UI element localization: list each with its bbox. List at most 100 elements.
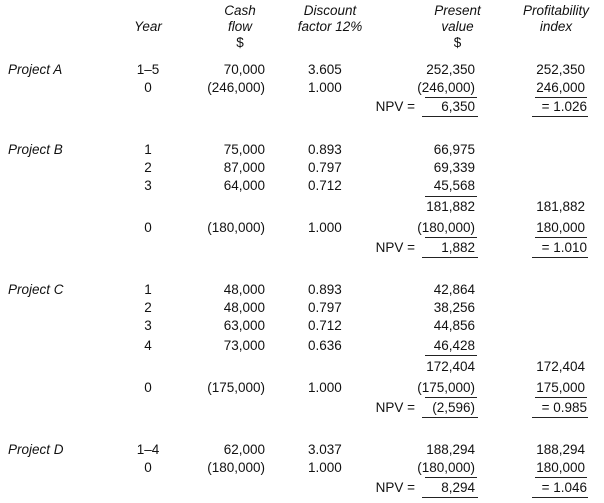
project-d-row1-cash-flow: 62,000 bbox=[223, 442, 265, 457]
project-d-row1-pi: 188,294 bbox=[536, 442, 585, 457]
project-c-name: Project C bbox=[8, 282, 64, 297]
project-c-rows-underline bbox=[425, 355, 477, 356]
project-b-subtotal-pv: 181,882 bbox=[426, 199, 475, 214]
project-d-pv-underline bbox=[425, 477, 477, 478]
header-pv-line1: Present bbox=[434, 3, 481, 18]
project-c-pi-result-underline bbox=[532, 417, 588, 418]
header-discount-line2: factor 12% bbox=[297, 19, 363, 34]
project-b-row3-discount: 0.712 bbox=[308, 178, 342, 193]
project-c-row1-discount: 0.893 bbox=[308, 282, 342, 297]
header-pi-line1: Profitability bbox=[522, 3, 590, 18]
project-d-row2-year: 0 bbox=[144, 460, 152, 475]
project-a-name: Project A bbox=[8, 62, 63, 77]
project-a-pi-result-underline bbox=[532, 116, 588, 117]
project-c-row4-year: 4 bbox=[144, 338, 152, 353]
project-b-outlay-cash-flow: (180,000) bbox=[207, 220, 265, 235]
project-c-row4-cash-flow: 73,000 bbox=[223, 338, 265, 353]
project-b-row1-pv: 66,975 bbox=[433, 142, 475, 157]
header-discount-line1: Discount bbox=[303, 3, 357, 18]
project-c-row2-discount: 0.797 bbox=[308, 300, 342, 315]
project-b-row3-cash-flow: 64,000 bbox=[223, 178, 265, 193]
project-a-row1-year: 1–5 bbox=[136, 62, 160, 77]
project-a-row2-pv: (246,000) bbox=[417, 80, 475, 95]
project-a-row2-pi: 246,000 bbox=[536, 80, 585, 95]
project-c-row4-discount: 0.636 bbox=[308, 338, 342, 353]
project-b-outlay-pv: (180,000) bbox=[417, 220, 475, 235]
project-b-pi-result-underline bbox=[532, 257, 588, 258]
project-c-row4-pv: 46,428 bbox=[433, 338, 475, 353]
project-d-row2-cash-flow: (180,000) bbox=[207, 460, 265, 475]
project-b-pv-underline bbox=[425, 237, 477, 238]
project-b-row3-year: 3 bbox=[144, 178, 152, 193]
project-d-pi-result: = 1.046 bbox=[541, 480, 587, 495]
project-c-npv-underline bbox=[422, 417, 478, 418]
project-c-row1-pv: 42,864 bbox=[433, 282, 475, 297]
project-b-row1-year: 1 bbox=[144, 142, 152, 157]
project-a-npv-label: NPV = bbox=[375, 99, 415, 114]
project-b-outlay-discount: 1.000 bbox=[308, 220, 342, 235]
project-c-row1-year: 1 bbox=[144, 282, 152, 297]
project-d-row1-pv: 188,294 bbox=[426, 442, 475, 457]
project-b-npv-underline bbox=[422, 257, 478, 258]
project-c-row3-year: 3 bbox=[144, 318, 152, 333]
project-c-subtotal-pi: 172,404 bbox=[536, 359, 585, 374]
project-c-pi-underline bbox=[535, 397, 587, 398]
project-b-npv-value: 1,882 bbox=[441, 240, 475, 255]
project-b-outlay-pi: 180,000 bbox=[536, 220, 585, 235]
project-b-row2-cash-flow: 87,000 bbox=[223, 160, 265, 175]
project-a-row2-year: 0 bbox=[144, 80, 152, 95]
project-c-outlay-cash-flow: (175,000) bbox=[207, 380, 265, 395]
project-c-row1-cash-flow: 48,000 bbox=[223, 282, 265, 297]
project-d-npv-underline bbox=[422, 497, 478, 498]
header-cash-flow-line1: Cash bbox=[224, 3, 256, 18]
header-cash-flow-line2: flow bbox=[227, 19, 252, 34]
project-c-row3-discount: 0.712 bbox=[308, 318, 342, 333]
project-a-npv-value: 6,350 bbox=[441, 99, 475, 114]
project-b-npv-label: NPV = bbox=[375, 240, 415, 255]
project-c-pv-underline bbox=[425, 397, 477, 398]
project-c-npv-label: NPV = bbox=[375, 400, 415, 415]
project-c-npv-value: (2,596) bbox=[432, 400, 475, 415]
project-d-pi-result-underline bbox=[532, 497, 588, 498]
project-b-row2-discount: 0.797 bbox=[308, 160, 342, 175]
project-c-row3-cash-flow: 63,000 bbox=[223, 318, 265, 333]
project-c-outlay-pv: (175,000) bbox=[417, 380, 475, 395]
project-d-row2-pv: (180,000) bbox=[417, 460, 475, 475]
project-b-subtotal-pi: 181,882 bbox=[536, 199, 585, 214]
project-d-pi-underline bbox=[535, 477, 587, 478]
project-a-npv-underline bbox=[422, 116, 478, 117]
project-c-outlay-year: 0 bbox=[144, 380, 152, 395]
project-a-row1-pv: 252,350 bbox=[426, 62, 475, 77]
project-c-subtotal-pv: 172,404 bbox=[426, 359, 475, 374]
project-a-pi-result: = 1.026 bbox=[541, 99, 587, 114]
project-a-row1-discount: 3.605 bbox=[308, 62, 342, 77]
project-c-row2-pv: 38,256 bbox=[433, 300, 475, 315]
project-b-row2-pv: 69,339 bbox=[433, 160, 475, 175]
project-b-row1-cash-flow: 75,000 bbox=[223, 142, 265, 157]
project-a-pv-underline bbox=[425, 97, 477, 98]
project-a-row2-discount: 1.000 bbox=[308, 80, 342, 95]
project-a-pi-underline bbox=[535, 97, 587, 98]
header-pi-line2: index bbox=[539, 19, 573, 34]
project-c-row3-pv: 44,856 bbox=[433, 318, 475, 333]
project-d-name: Project D bbox=[8, 442, 64, 457]
project-a-row2-cash-flow: (246,000) bbox=[207, 80, 265, 95]
project-c-row2-cash-flow: 48,000 bbox=[223, 300, 265, 315]
project-b-row3-pv: 45,568 bbox=[433, 178, 475, 193]
header-pv-unit: $ bbox=[453, 35, 462, 50]
project-d-npv-value: 8,294 bbox=[441, 480, 475, 495]
project-a-row1-cash-flow: 70,000 bbox=[223, 62, 265, 77]
project-b-outlay-year: 0 bbox=[144, 220, 152, 235]
project-b-pi-result: = 1.010 bbox=[541, 240, 587, 255]
project-b-rows-underline bbox=[425, 196, 477, 197]
project-d-row2-discount: 1.000 bbox=[308, 460, 342, 475]
project-d-row2-pi: 180,000 bbox=[536, 460, 585, 475]
project-d-npv-label: NPV = bbox=[375, 480, 415, 495]
project-c-row2-year: 2 bbox=[144, 300, 152, 315]
header-cash-flow-unit: $ bbox=[236, 35, 244, 50]
project-a-row1-pi: 252,350 bbox=[536, 62, 585, 77]
project-c-pi-result: = 0.985 bbox=[541, 400, 587, 415]
project-c-outlay-discount: 1.000 bbox=[308, 380, 342, 395]
project-b-name: Project B bbox=[8, 142, 63, 157]
project-b-pi-underline bbox=[535, 237, 587, 238]
